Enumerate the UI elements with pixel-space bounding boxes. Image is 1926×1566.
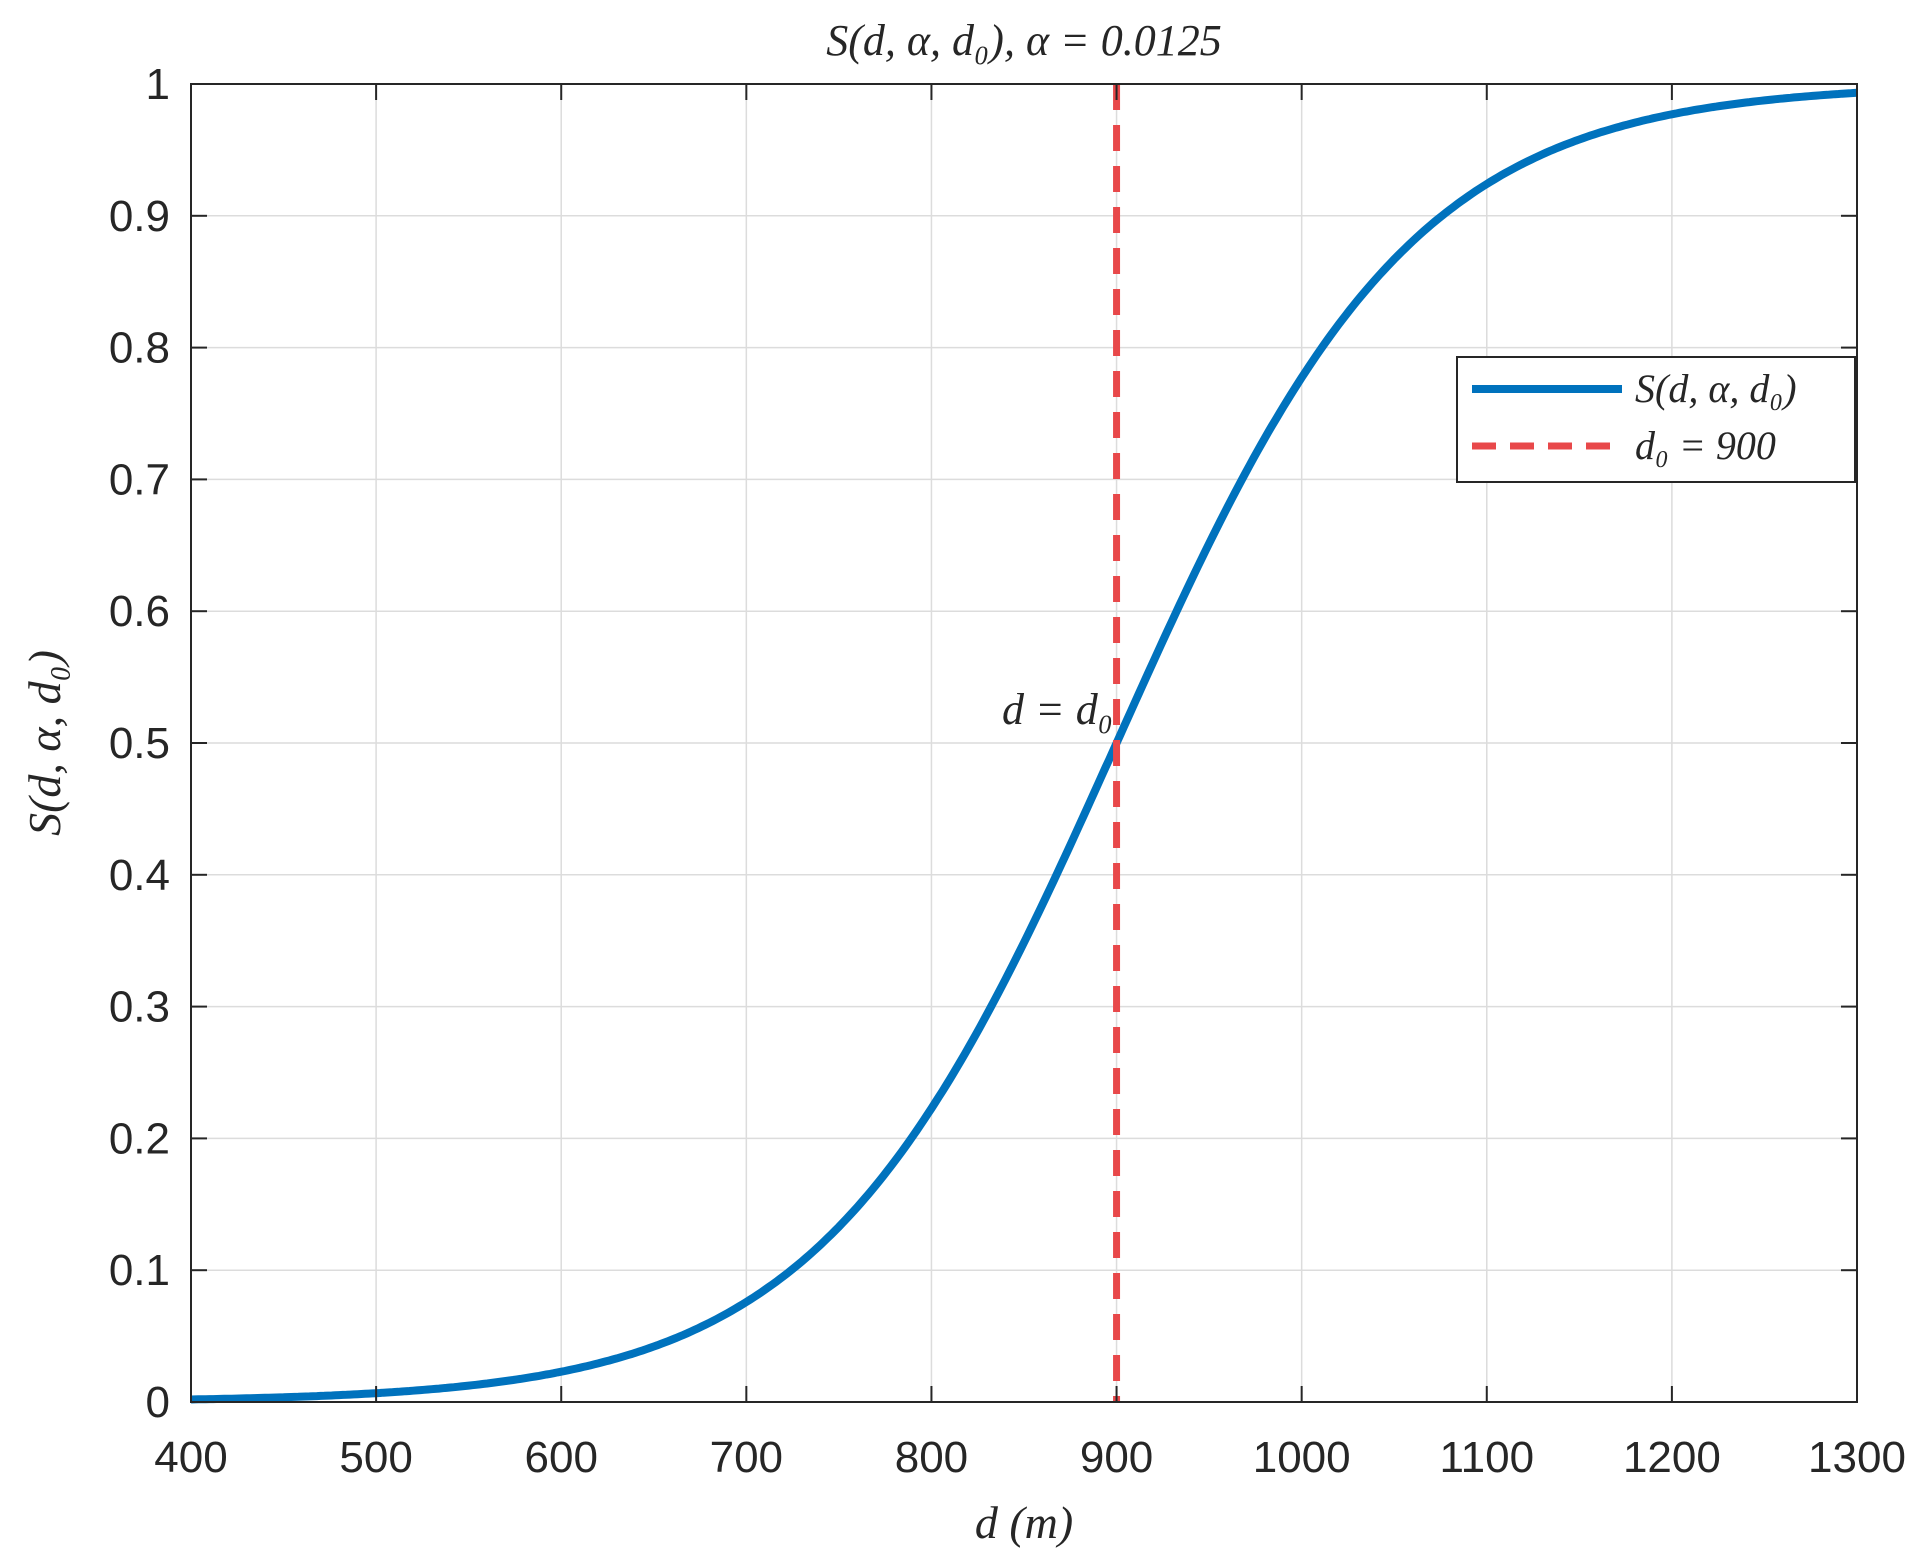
y-tick-label: 0.6	[109, 587, 170, 636]
y-tick-label: 0.1	[109, 1246, 170, 1295]
chart-title: S(d, α, d₀), α = 0.0125	[826, 16, 1221, 65]
y-tick-label: 0	[146, 1378, 170, 1427]
x-tick-label: 700	[710, 1433, 783, 1482]
grid	[190, 83, 1858, 1403]
y-tick-label: 0.5	[109, 719, 170, 768]
y-tick-label: 0.3	[109, 983, 170, 1032]
legend-label-d0: d₀ = 900	[1635, 423, 1776, 468]
x-tick-label: 400	[154, 1433, 227, 1482]
y-tick-label: 0.4	[109, 851, 170, 900]
y-tick-label: 0.9	[109, 192, 170, 241]
x-tick-label: 500	[339, 1433, 412, 1482]
x-tick-label: 1100	[1439, 1433, 1534, 1482]
y-axis-label: S(d, α, d₀)	[19, 650, 70, 836]
x-tick-label: 1300	[1808, 1433, 1906, 1482]
legend-label-sigmoid: S(d, α, d₀)	[1635, 366, 1797, 411]
x-tick-label: 1000	[1253, 1433, 1351, 1482]
x-tick-label: 900	[1080, 1433, 1153, 1482]
x-axis-label: d (m)	[975, 1497, 1073, 1548]
legend-box	[1456, 356, 1856, 483]
y-tick-label: 0.2	[109, 1114, 170, 1163]
legend: S(d, α, d₀) d₀ = 900	[1456, 356, 1856, 483]
y-tick-label: 0.7	[109, 455, 170, 504]
x-tick-label: 800	[895, 1433, 968, 1482]
x-tick-label: 600	[525, 1433, 598, 1482]
x-tick-label: 1200	[1623, 1433, 1721, 1482]
ticks: 400 500 600 700 800 900 1000 1100 1200 1300 0 0.1 0.…	[109, 60, 1906, 1482]
sigmoid-curve	[190, 88, 1858, 1404]
y-tick-label: 1	[146, 60, 170, 109]
annotation-d-equals-d0: d = d₀	[1002, 685, 1113, 734]
plot-area	[190, 84, 1858, 1404]
y-tick-label: 0.8	[109, 324, 170, 373]
